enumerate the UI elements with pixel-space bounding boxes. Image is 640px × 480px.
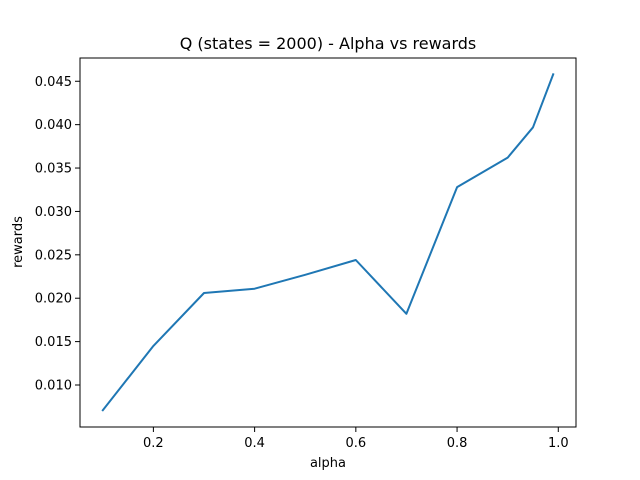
plot-area-frame <box>79 57 577 428</box>
y-tick-label: 0.010 <box>35 378 72 393</box>
y-tick-label: 0.035 <box>35 162 72 177</box>
series-line <box>101 73 555 412</box>
x-tick-label: 0.2 <box>143 436 164 451</box>
chart-title: Q (states = 2000) - Alpha vs rewards <box>180 34 477 53</box>
y-tick-label: 0.040 <box>35 118 72 133</box>
y-tick-label: 0.025 <box>35 248 72 263</box>
x-axis-label: alpha <box>310 456 346 471</box>
x-axis-ticks: 0.2 0.4 0.6 0.8 1.0 <box>143 427 569 451</box>
x-tick-label: 1.0 <box>548 436 569 451</box>
x-tick-label: 0.4 <box>244 436 265 451</box>
y-axis-ticks: 0.010 0.015 0.020 0.025 0.030 0.035 0.040 0.045 <box>35 75 80 393</box>
x-tick-label: 0.8 <box>447 436 468 451</box>
y-tick-label: 0.020 <box>35 292 72 307</box>
y-axis-label: rewards <box>11 216 26 268</box>
x-tick-label: 0.6 <box>345 436 366 451</box>
y-tick-label: 0.015 <box>35 335 72 350</box>
y-tick-label: 0.045 <box>35 75 72 90</box>
y-tick-label: 0.030 <box>35 205 72 220</box>
